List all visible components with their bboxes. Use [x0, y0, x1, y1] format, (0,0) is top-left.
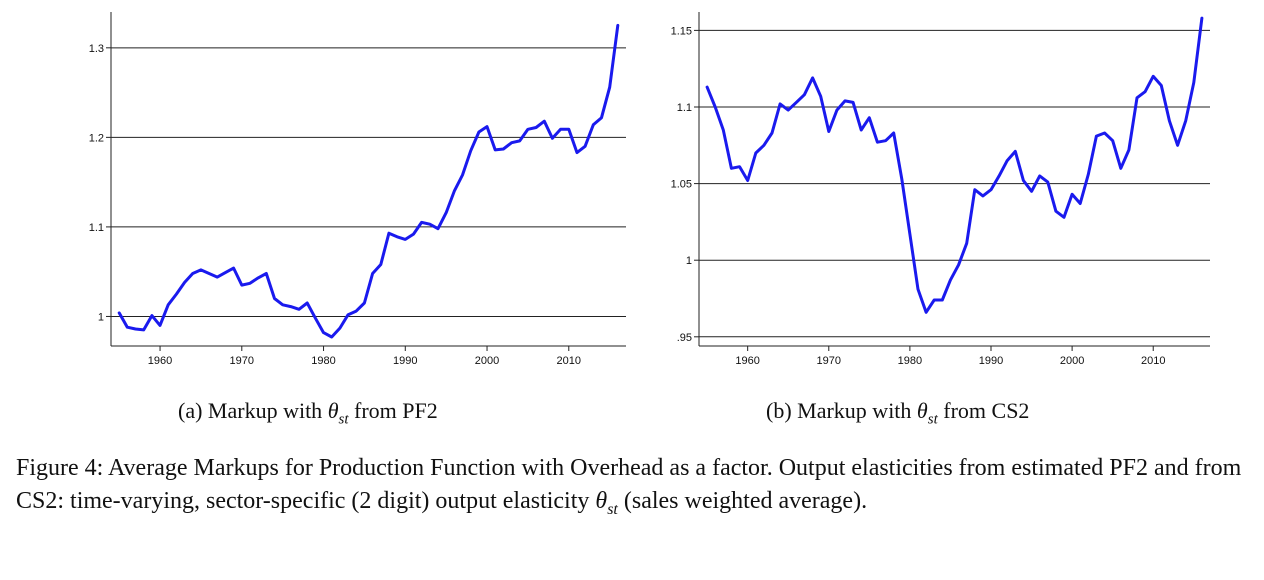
subcaption-b-suffix: from CS2: [937, 398, 1030, 423]
figure-caption-sub: st: [607, 500, 618, 518]
figure-caption-suffix: (sales weighted average).: [617, 488, 868, 514]
y-tick-label: 1.3: [89, 43, 104, 55]
x-tick-label: 2000: [475, 355, 499, 367]
figure-caption: Figure 4: Average Markups for Production…: [16, 452, 1256, 526]
x-tick-label: 1970: [230, 355, 254, 367]
x-tick-label: 1960: [735, 355, 759, 367]
y-tick-label: 1.15: [671, 25, 692, 37]
figure-caption-text: Figure 4: Average Markups for Production…: [16, 455, 1242, 514]
subcaption-a: (a) Markup with θst from PF2: [178, 398, 438, 428]
x-tick-label: 1990: [393, 355, 417, 367]
subcaption-b-sub: st: [927, 411, 938, 428]
subcaption-a-suffix: from PF2: [348, 398, 438, 423]
y-tick-label: 1.1: [89, 222, 104, 234]
x-tick-label: 2010: [1141, 355, 1165, 367]
subcaption-a-sub: st: [338, 411, 349, 428]
series-line: [117, 23, 620, 339]
x-tick-label: 1980: [311, 355, 335, 367]
x-tick-label: 2010: [557, 355, 581, 367]
figure-caption-theta: θ: [595, 488, 608, 514]
subcaption-a-theta: θ: [327, 398, 339, 423]
y-tick-label: .95: [677, 332, 692, 344]
subcaption-a-prefix: (a) Markup with: [178, 398, 328, 423]
x-tick-label: 1970: [817, 355, 841, 367]
chart-panel-b: .95 1 1.05 1.1 1.15 1960 1970 1980 1990 2000 2010: [671, 12, 1210, 367]
y-tick-label: 1.2: [89, 132, 104, 144]
y-tick-label: 1.1: [677, 102, 692, 114]
series-line: [705, 16, 1204, 314]
y-tick-label: 1: [686, 255, 692, 267]
chart-panel-a: 1 1.1 1.2 1.3 1960 1970 1980 1990 2000 2010: [89, 12, 626, 367]
x-tick-label: 1960: [148, 355, 172, 367]
y-tick-label: 1.05: [671, 179, 692, 191]
y-tick-label: 1: [98, 311, 104, 323]
x-tick-label: 1980: [898, 355, 922, 367]
subcaption-b-theta: θ: [916, 398, 928, 423]
subcaption-b: (b) Markup with θst from CS2: [766, 398, 1029, 428]
x-tick-label: 1990: [979, 355, 1003, 367]
x-tick-label: 2000: [1060, 355, 1084, 367]
subcaption-b-prefix: (b) Markup with: [766, 398, 917, 423]
